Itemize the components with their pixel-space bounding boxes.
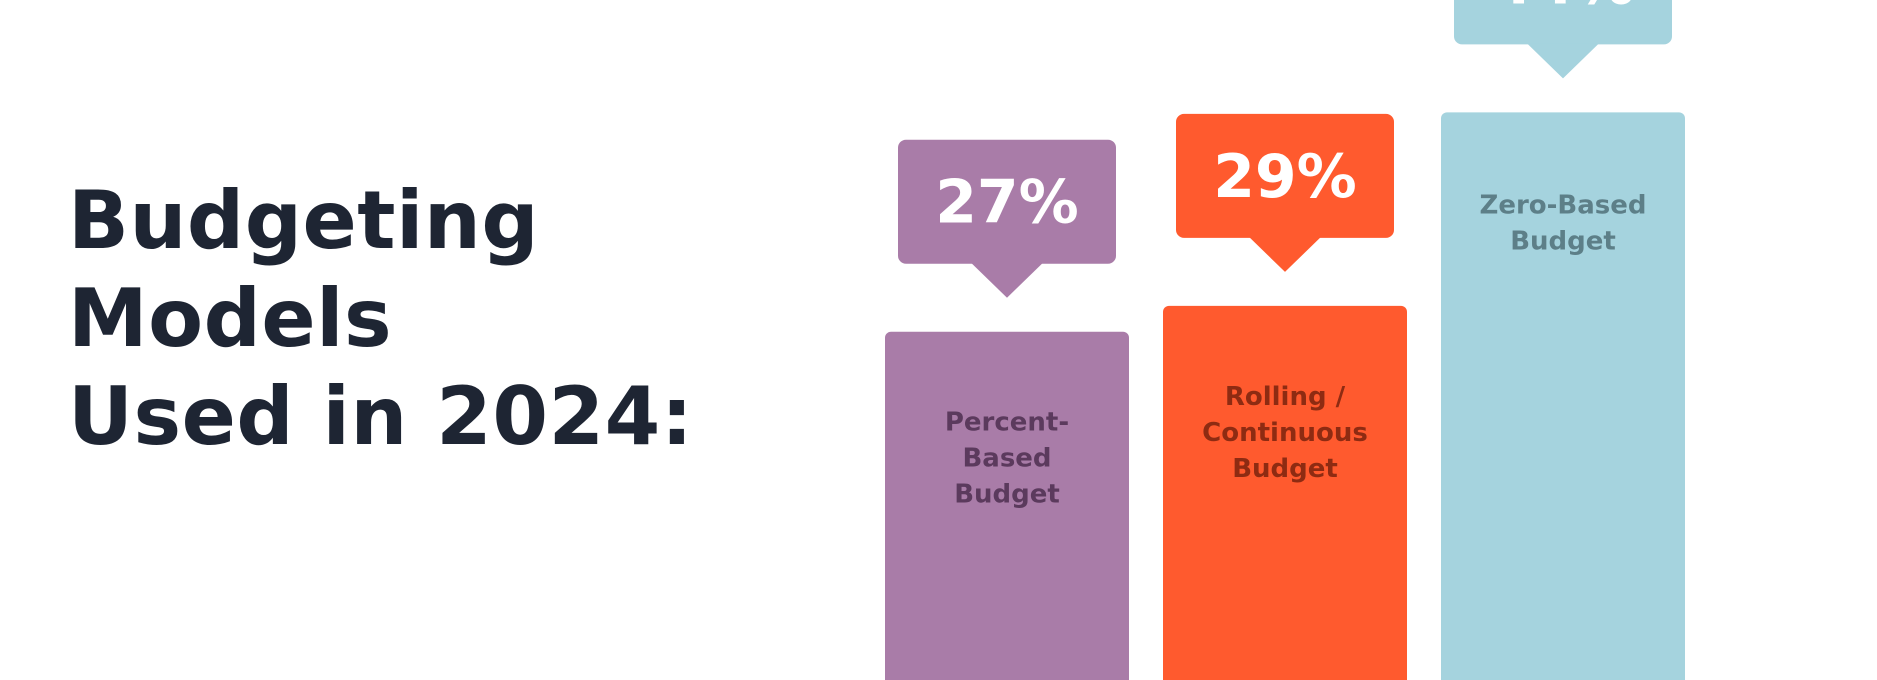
value-callout-2 — [1176, 113, 1394, 238]
value-label-1: 27% — [935, 168, 1079, 238]
callout-pointer-3 — [1527, 43, 1599, 79]
category-label-line: Zero-Based — [1479, 190, 1646, 220]
chart-title-line-2: Models — [68, 272, 393, 365]
category-label-line: Continuous — [1202, 418, 1368, 448]
category-label-line: Percent- — [945, 408, 1069, 438]
category-label-line: Based — [962, 444, 1051, 474]
value-callout-1 — [898, 139, 1116, 264]
category-label-line: Budget — [1510, 226, 1616, 256]
category-label-1: Percent- Based Budget — [945, 408, 1069, 510]
value-label-2: 29% — [1213, 142, 1357, 212]
category-label-3: Zero-Based Budget — [1479, 190, 1646, 256]
category-label-line: Budget — [1232, 454, 1338, 484]
callout-pointer-1 — [971, 262, 1043, 298]
category-label-line: Rolling / — [1225, 382, 1346, 412]
category-label-line: Budget — [954, 480, 1060, 510]
value-callout-3 — [1454, 0, 1672, 45]
bar-2 — [1163, 305, 1407, 680]
chart-title: Budgeting Models Used in 2024: — [68, 172, 693, 466]
category-label-2: Rolling / Continuous Budget — [1202, 382, 1368, 484]
bar-3 — [1441, 112, 1685, 680]
value-label-3: 44% — [1491, 0, 1635, 18]
bar-1 — [885, 331, 1129, 680]
chart-title-line-1: Budgeting — [68, 174, 540, 267]
chart-title-line-3: Used in 2024: — [68, 370, 694, 463]
callout-pointer-2 — [1249, 236, 1321, 272]
